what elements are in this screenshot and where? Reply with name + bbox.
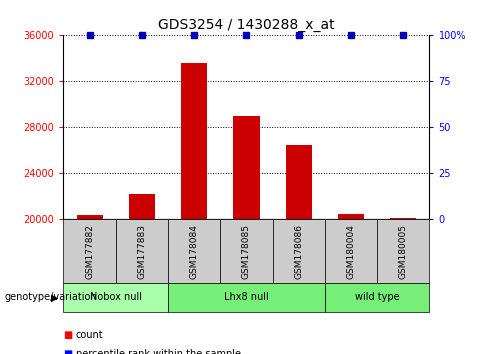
Text: GSM180005: GSM180005 — [399, 224, 408, 279]
Bar — [233, 116, 260, 219]
Bar — [116, 219, 168, 283]
Bar — [168, 283, 325, 312]
Bar — [273, 219, 325, 283]
Bar — [377, 219, 429, 283]
Text: GSM178085: GSM178085 — [242, 224, 251, 279]
Text: wild type: wild type — [355, 292, 400, 302]
Text: GSM177883: GSM177883 — [137, 224, 146, 279]
Bar — [325, 283, 429, 312]
Bar — [390, 218, 416, 219]
Bar — [181, 63, 207, 219]
Text: GSM177882: GSM177882 — [85, 224, 94, 279]
Text: GSM178084: GSM178084 — [190, 224, 199, 279]
Bar — [63, 219, 116, 283]
Text: GSM180004: GSM180004 — [346, 224, 356, 279]
Title: GDS3254 / 1430288_x_at: GDS3254 / 1430288_x_at — [158, 18, 335, 32]
Text: Nobox null: Nobox null — [90, 292, 142, 302]
Bar — [285, 145, 312, 219]
Bar — [325, 219, 377, 283]
Bar — [338, 214, 364, 219]
Text: ▶: ▶ — [51, 292, 59, 302]
Bar — [63, 283, 168, 312]
Bar — [168, 219, 220, 283]
Text: Lhx8 null: Lhx8 null — [224, 292, 269, 302]
Bar — [77, 215, 102, 219]
Text: genotype/variation: genotype/variation — [5, 292, 98, 302]
Text: ■: ■ — [63, 349, 73, 354]
Text: ■: ■ — [63, 330, 73, 339]
Text: GSM178086: GSM178086 — [294, 224, 303, 279]
Text: percentile rank within the sample: percentile rank within the sample — [76, 349, 241, 354]
Bar — [129, 194, 155, 219]
Bar — [220, 219, 273, 283]
Text: count: count — [76, 330, 103, 339]
